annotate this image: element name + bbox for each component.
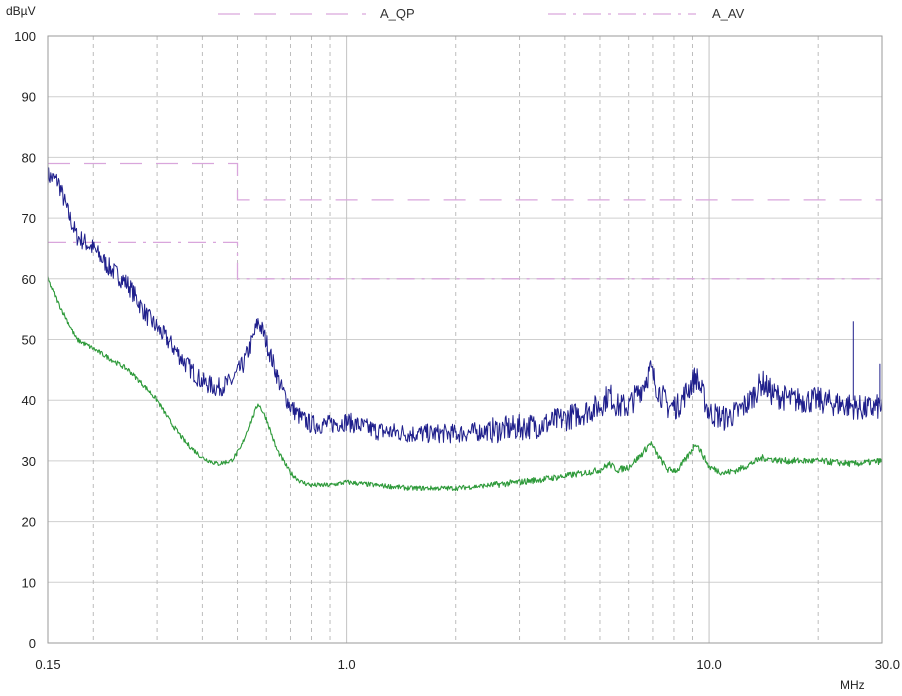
y-tick-label: 90 [22, 90, 36, 105]
tick-labels: 0 10 20 30 40 50 60 70 80 90 100 0.15 1.0 10.0 30.0 [14, 29, 900, 672]
y-tick-label: 40 [22, 393, 36, 408]
legend-label-a-av: A_AV [712, 6, 745, 21]
y-tick-label: 100 [14, 29, 36, 44]
limit-lines [48, 162, 882, 280]
x-tick-label: 30.0 [875, 657, 900, 672]
x-axis-unit: MHz [840, 678, 865, 692]
y-tick-label: 20 [22, 515, 36, 530]
y-tick-label: 60 [22, 272, 36, 287]
legend: A_QP A_AV [218, 6, 745, 21]
y-axis-unit: dBµV [6, 4, 36, 18]
x-tick-label: 1.0 [338, 657, 356, 672]
x-tick-label: 10.0 [696, 657, 721, 672]
y-tick-label: 10 [22, 575, 36, 590]
legend-label-a-qp: A_QP [380, 6, 415, 21]
plot-frame [47, 35, 883, 644]
limit-line-a-qp [48, 162, 882, 201]
x-tick-label: 0.15 [35, 657, 60, 672]
y-tick-label: 30 [22, 454, 36, 469]
trace-peak [47, 167, 883, 444]
y-tick-label: 80 [22, 150, 36, 165]
measurement-traces [47, 167, 883, 492]
trace-average [47, 276, 883, 492]
grid [48, 36, 882, 643]
y-tick-label: 50 [22, 333, 36, 348]
y-tick-label: 0 [29, 636, 36, 651]
y-tick-label: 70 [22, 211, 36, 226]
